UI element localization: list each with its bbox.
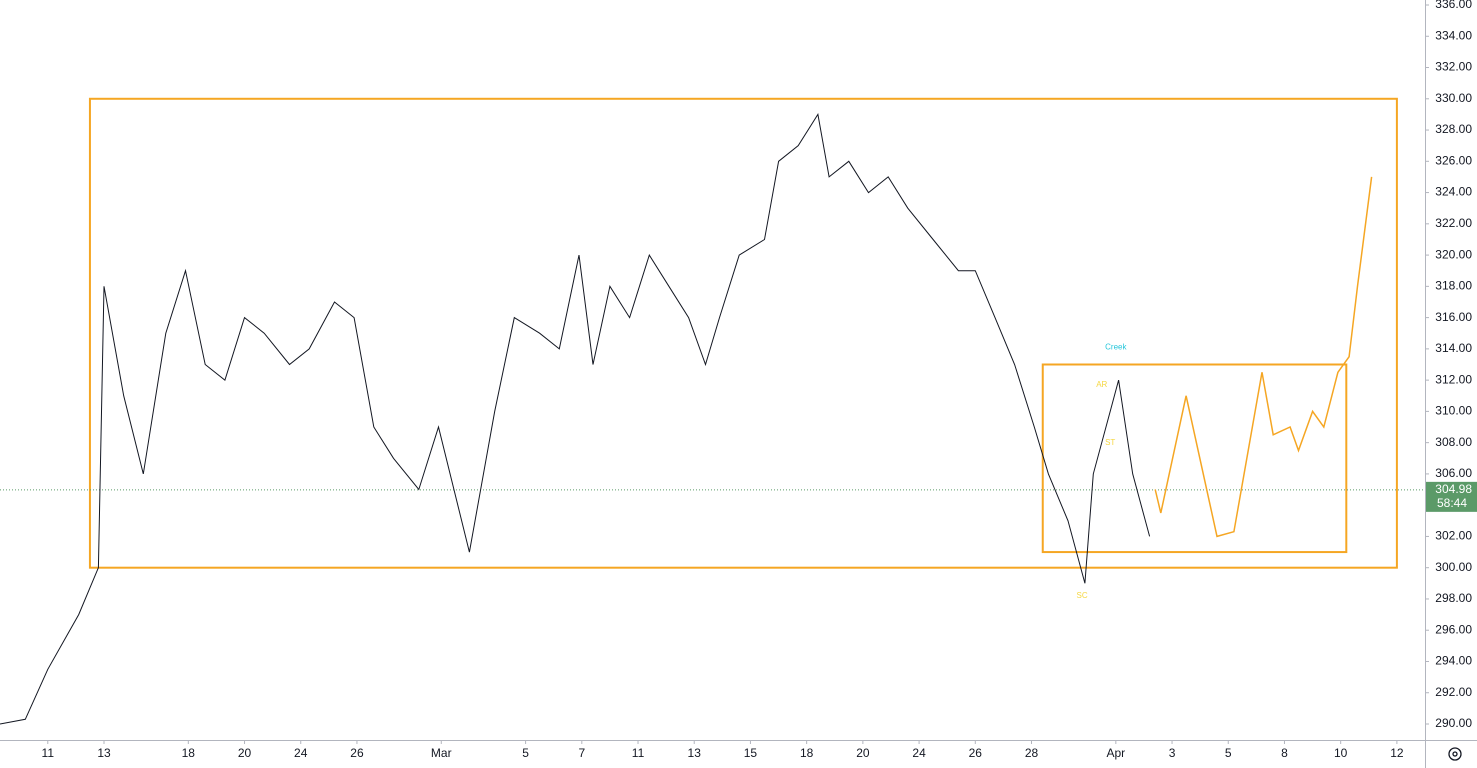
y-tick-label: 334.00 [1435,28,1472,42]
y-tick-label: 324.00 [1435,185,1472,199]
x-tick-label: 8 [1281,746,1288,760]
y-tick-label: 336.00 [1435,0,1472,11]
annotation: SC [1077,591,1088,600]
range-box [88,97,1398,569]
y-tick-label: 328.00 [1435,122,1472,136]
x-tick-label: 26 [969,746,983,760]
projection-line [1154,176,1373,538]
x-tick-label: 10 [1334,746,1348,760]
countdown-label: 58:44 [1437,496,1467,510]
y-tick-label: 326.00 [1435,153,1472,167]
x-tick-label: 5 [1225,746,1232,760]
settings-icon[interactable] [1448,747,1462,761]
y-tick-label: 322.00 [1435,216,1472,230]
x-tick-label: 18 [182,746,196,760]
x-tick-label: 20 [238,746,252,760]
x-tick-label: 3 [1169,746,1176,760]
x-tick-label: 24 [912,746,926,760]
y-tick-label: 316.00 [1435,310,1472,324]
y-tick-label: 306.00 [1435,466,1472,480]
range-box [1041,363,1348,554]
y-tick-label: 300.00 [1435,560,1472,574]
x-tick-label: 7 [578,746,585,760]
annotation: Creek [1105,342,1127,351]
annotation: AR [1096,380,1107,389]
last-price-tag [1426,481,1477,512]
x-tick-label: 26 [350,746,364,760]
y-tick-label: 330.00 [1435,91,1472,105]
y-tick-label: 310.00 [1435,404,1472,418]
y-tick-label: 318.00 [1435,279,1472,293]
x-tick-label: 13 [688,746,702,760]
annotation: ST [1105,438,1115,447]
x-tick-label: 28 [1025,746,1039,760]
y-tick-label: 298.00 [1435,591,1472,605]
y-tick-label: 312.00 [1435,372,1472,386]
x-tick-label: 15 [744,746,758,760]
y-tick-label: 302.00 [1435,529,1472,543]
x-tick-label: 11 [632,746,645,760]
x-tick-label: Mar [431,746,452,760]
x-tick-label: 5 [522,746,529,760]
y-tick-label: 296.00 [1435,622,1472,636]
y-tick-label: 294.00 [1435,654,1472,668]
y-tick-label: 320.00 [1435,247,1472,261]
price-line [0,113,1151,725]
y-tick-label: 332.00 [1435,60,1472,74]
x-tick-label: 11 [42,746,55,760]
x-tick-label: 24 [294,746,308,760]
x-tick-label: 12 [1390,746,1404,760]
y-tick-label: 292.00 [1435,685,1472,699]
y-tick-label: 308.00 [1435,435,1472,449]
x-tick-label: 20 [856,746,870,760]
y-tick-label: 290.00 [1435,716,1472,730]
x-tick-label: 18 [800,746,814,760]
x-tick-label: 13 [97,746,111,760]
x-tick-label: Apr [1106,746,1125,760]
last-price-label: 304.98 [1435,482,1472,496]
y-tick-label: 314.00 [1435,341,1472,355]
